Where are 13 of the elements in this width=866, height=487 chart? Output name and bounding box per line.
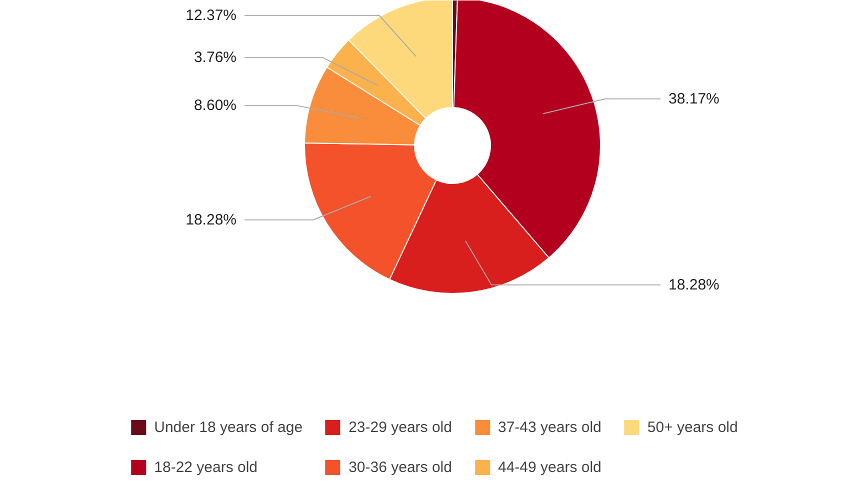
legend-label: 23-29 years old (348, 418, 452, 436)
legend-label: Under 18 years of age (154, 418, 303, 436)
data-label: 38.17% (668, 90, 720, 108)
data-label: 12.37% (186, 6, 236, 24)
legend-label: 30-36 years old (348, 458, 452, 476)
legend-label: 44-49 years old (498, 458, 602, 476)
data-label: 3.76% (194, 49, 237, 66)
legend-label: 18-22 years old (154, 458, 258, 476)
data-label: 8.60% (194, 97, 237, 114)
data-label: 18.28% (668, 276, 720, 294)
legend-label: 37-43 years old (498, 418, 602, 436)
data-label: 18.28% (186, 211, 236, 228)
legend-label: 50+ years old (647, 418, 738, 436)
